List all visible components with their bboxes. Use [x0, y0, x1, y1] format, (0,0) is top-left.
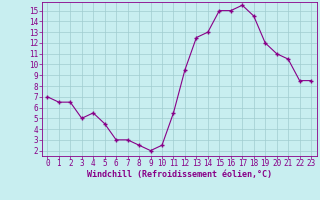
X-axis label: Windchill (Refroidissement éolien,°C): Windchill (Refroidissement éolien,°C) [87, 170, 272, 179]
